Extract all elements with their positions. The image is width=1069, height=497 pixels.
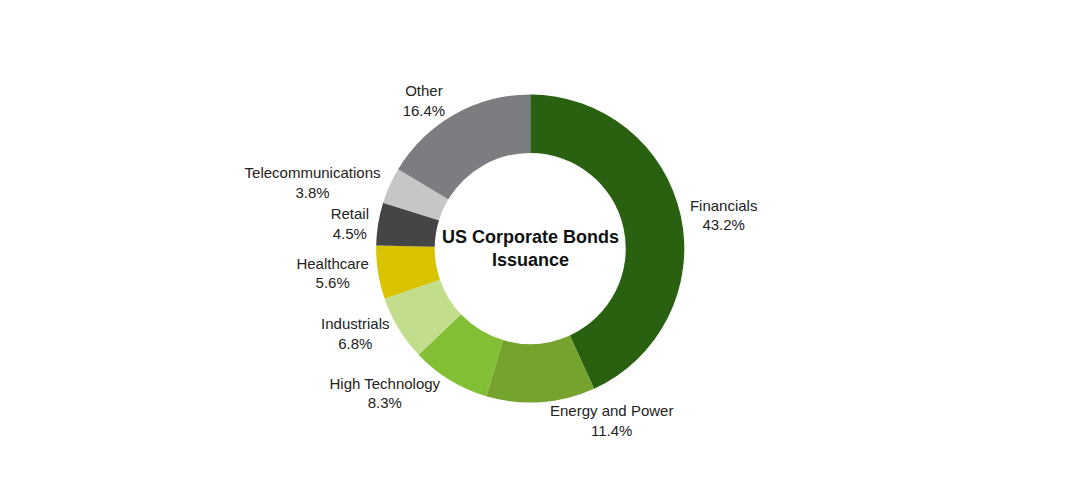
svg-text:Industrials6.8%: Industrials6.8% [321, 315, 389, 352]
svg-text:Healthcare5.6%: Healthcare5.6% [296, 255, 369, 292]
svg-text:High Technology8.3%: High Technology8.3% [329, 375, 440, 412]
svg-text:Telecommunications3.8%: Telecommunications3.8% [245, 164, 381, 201]
svg-text:US Corporate BondsIssuance: US Corporate BondsIssuance [442, 227, 619, 270]
svg-text:Other16.4%: Other16.4% [403, 82, 446, 119]
svg-text:Financials43.2%: Financials43.2% [690, 197, 758, 234]
svg-text:Energy and Power11.4%: Energy and Power11.4% [550, 402, 673, 439]
svg-text:Retail4.5%: Retail4.5% [331, 205, 369, 242]
